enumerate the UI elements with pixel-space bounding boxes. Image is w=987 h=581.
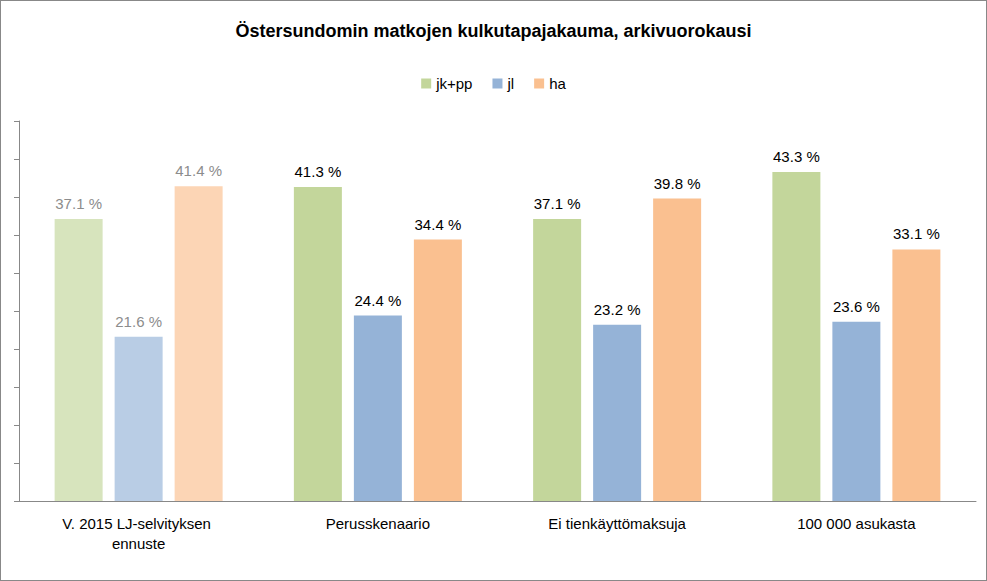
- svg-text:23.6 %: 23.6 %: [833, 298, 880, 315]
- svg-text:ennuste: ennuste: [112, 535, 165, 552]
- svg-text:jl: jl: [506, 75, 514, 92]
- svg-text:41.3 %: 41.3 %: [295, 163, 342, 180]
- svg-text:37.1 %: 37.1 %: [55, 195, 102, 212]
- svg-text:34.4 %: 34.4 %: [415, 216, 462, 233]
- svg-text:39.8 %: 39.8 %: [654, 175, 701, 192]
- svg-text:jk+pp: jk+pp: [435, 75, 472, 92]
- svg-text:24.4 %: 24.4 %: [355, 292, 402, 309]
- svg-text:Östersundomin matkojen kulkuta: Östersundomin matkojen kulkutapajakauma,…: [235, 21, 751, 41]
- svg-text:43.3 %: 43.3 %: [773, 148, 820, 165]
- svg-text:V. 2015 LJ-selvityksen: V. 2015 LJ-selvityksen: [62, 515, 215, 532]
- svg-text:37.1 %: 37.1 %: [534, 195, 581, 212]
- svg-text:Perusskenaario: Perusskenaario: [326, 515, 430, 532]
- svg-text:ha: ha: [549, 75, 566, 92]
- svg-text:100 000 asukasta: 100 000 asukasta: [797, 515, 916, 532]
- svg-text:21.6 %: 21.6 %: [115, 313, 162, 330]
- svg-text:41.4 %: 41.4 %: [175, 162, 222, 179]
- svg-text:23.2 %: 23.2 %: [594, 301, 641, 318]
- svg-text:Ei tienkäyttömaksuja: Ei tienkäyttömaksuja: [548, 515, 686, 532]
- svg-text:33.1 %: 33.1 %: [893, 225, 940, 242]
